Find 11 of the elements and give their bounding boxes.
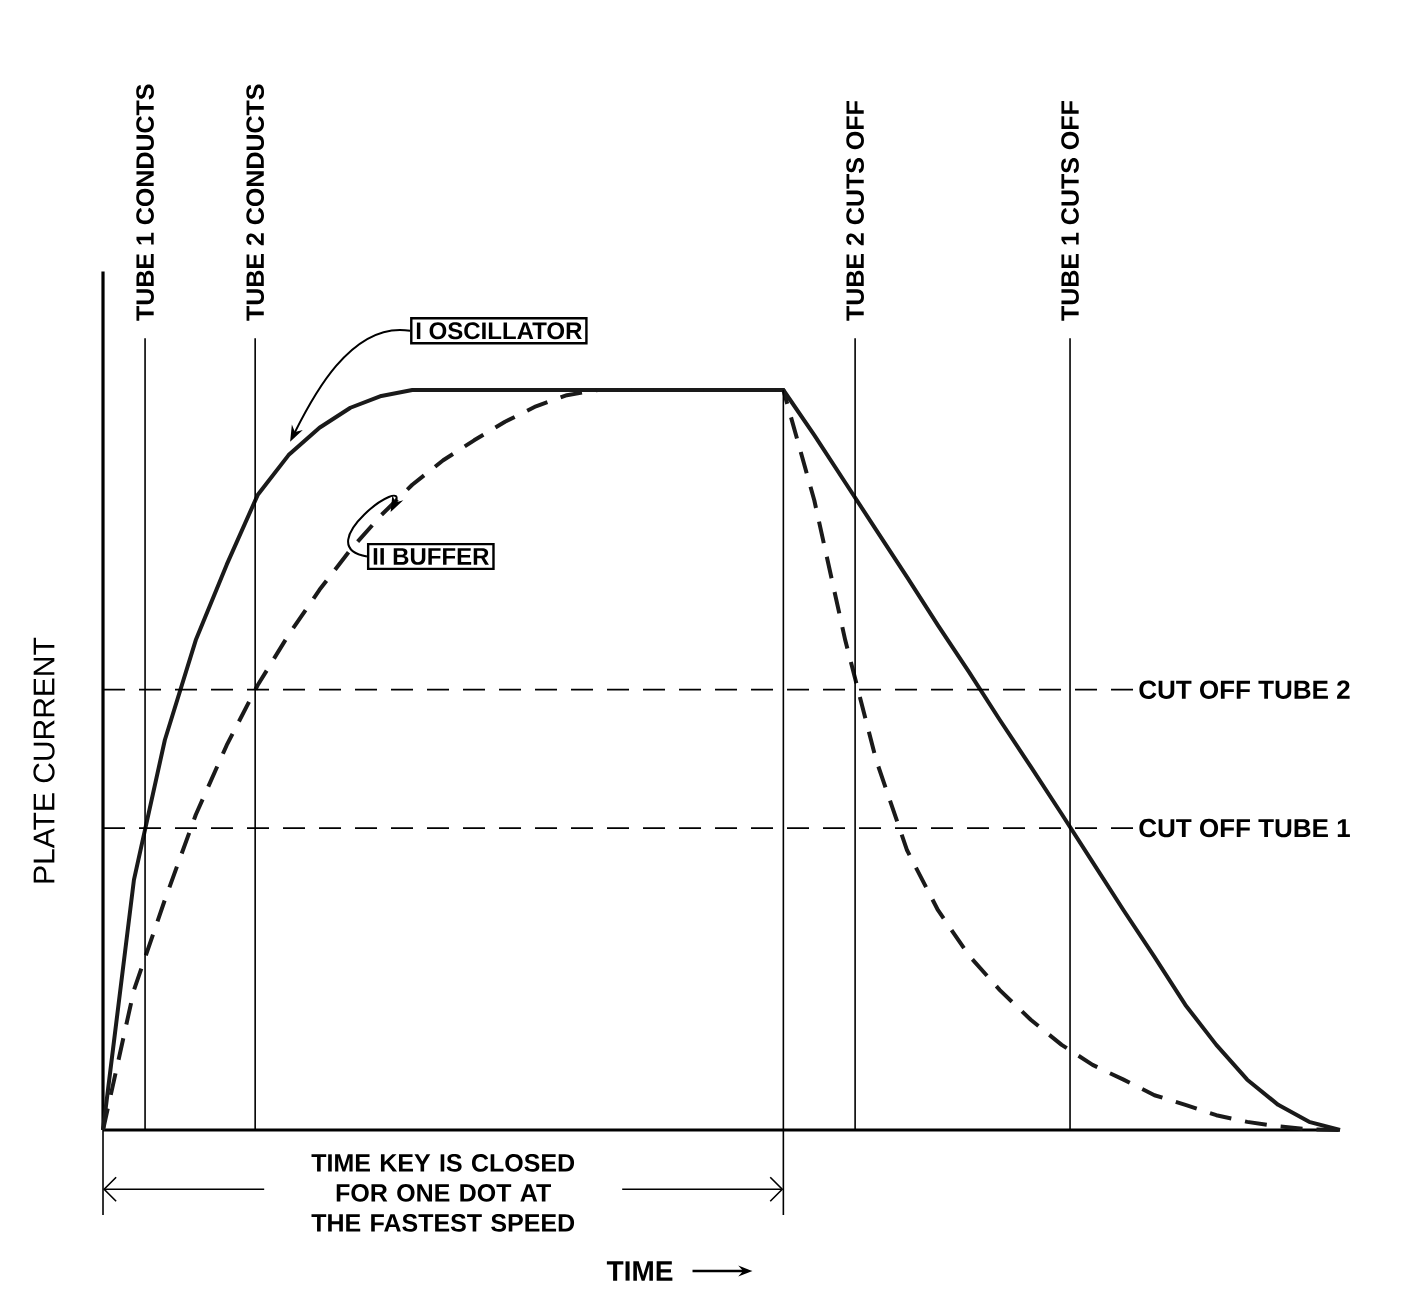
x-axis-title: TIME — [606, 1261, 673, 1281]
text: I OSCILLATOR — [416, 322, 582, 340]
text: TUBE 2 CUTS OFF — [846, 101, 864, 321]
text: TUBE 2 CONDUCTS — [246, 84, 265, 321]
text: TUBE 1 CUTS OFF — [1061, 101, 1079, 321]
series-label: II BUFFER — [373, 548, 489, 565]
text: TIME KEY IS CLOSED FOR ONE DOT AT THE FASTEST SPEED — [311, 1154, 575, 1232]
text: TUBE 1 CONDUCTS — [136, 84, 154, 321]
ref-line-label: CUT OFF TUBE 1 — [1139, 818, 1350, 838]
ref-line-label: CUT OFF TUBE 2 — [1139, 680, 1350, 699]
y-axis-title: PLATE CURRENT — [33, 637, 55, 883]
